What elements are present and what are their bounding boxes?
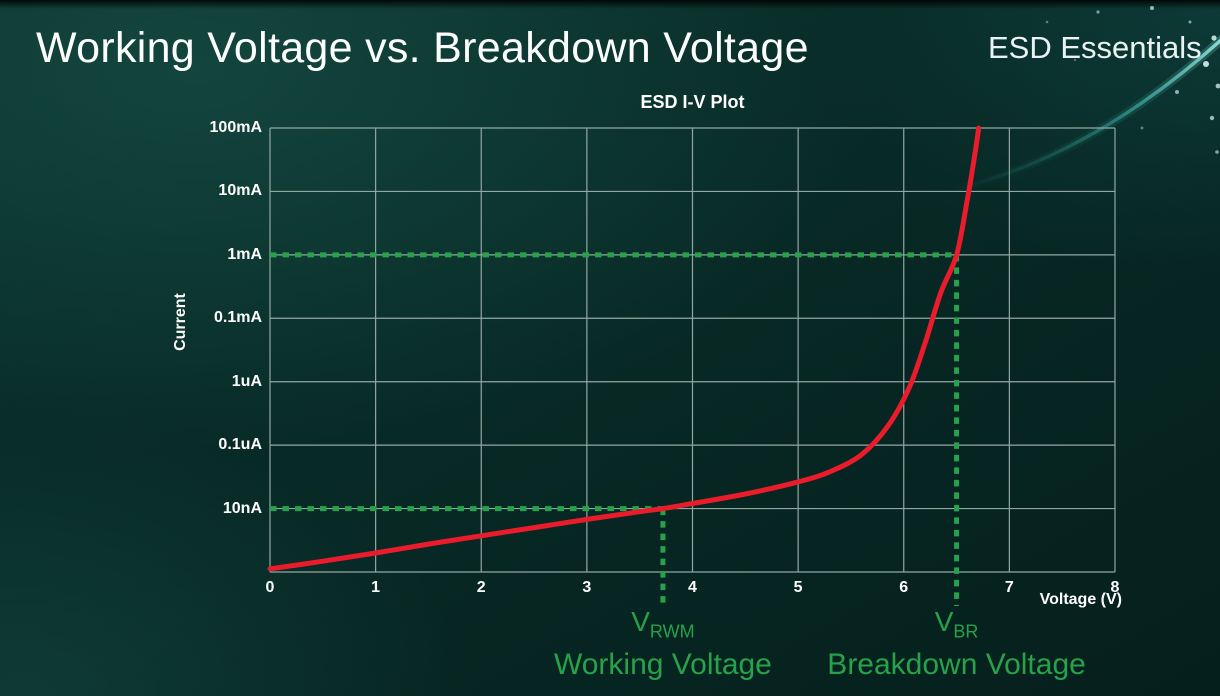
iv-plot-area bbox=[267, 125, 1116, 606]
grid-lines bbox=[269, 127, 1116, 573]
x-tick-label: 3 bbox=[582, 579, 592, 596]
x-tick-label: 1 bbox=[371, 579, 381, 596]
x-tick-label: 0 bbox=[265, 579, 275, 596]
x-tick-label: 4 bbox=[688, 579, 697, 596]
y-tick-label: 0.1uA bbox=[218, 436, 262, 454]
x-tick-label: 8 bbox=[1110, 579, 1120, 596]
annotation-breakdown-voltage: VBR Breakdown Voltage bbox=[827, 607, 1086, 682]
vbr-caption: Breakdown Voltage bbox=[827, 647, 1086, 681]
y-tick-label: 10mA bbox=[218, 182, 262, 200]
x-tick-label: 5 bbox=[793, 579, 803, 596]
y-tick-label: 100mA bbox=[209, 119, 262, 136]
x-axis-label: Voltage (V) bbox=[1039, 591, 1122, 608]
x-tick-label: 7 bbox=[1004, 579, 1014, 596]
y-tick-label: 1mA bbox=[227, 245, 262, 263]
x-tick-label: 2 bbox=[476, 579, 486, 596]
vrwm-symbol: VRWM bbox=[631, 606, 695, 642]
y-tick-label: 0.1mA bbox=[213, 309, 262, 327]
annotation-working-voltage: VRWM Working Voltage bbox=[554, 607, 772, 682]
vbr-symbol: VBR bbox=[934, 606, 979, 642]
x-tick-label: 6 bbox=[899, 579, 909, 596]
vrwm-caption: Working Voltage bbox=[553, 647, 772, 681]
y-tick-label: 1uA bbox=[231, 372, 262, 390]
chart-title: ESD I-V Plot bbox=[640, 92, 745, 112]
page-title: Working Voltage vs. Breakdown Voltage bbox=[36, 24, 809, 72]
y-tick-label: 10nA bbox=[222, 499, 262, 517]
iv-curve bbox=[267, 125, 982, 572]
annotation-guide-lines bbox=[270, 252, 960, 606]
brand-text: ESD Essentials bbox=[988, 30, 1202, 65]
